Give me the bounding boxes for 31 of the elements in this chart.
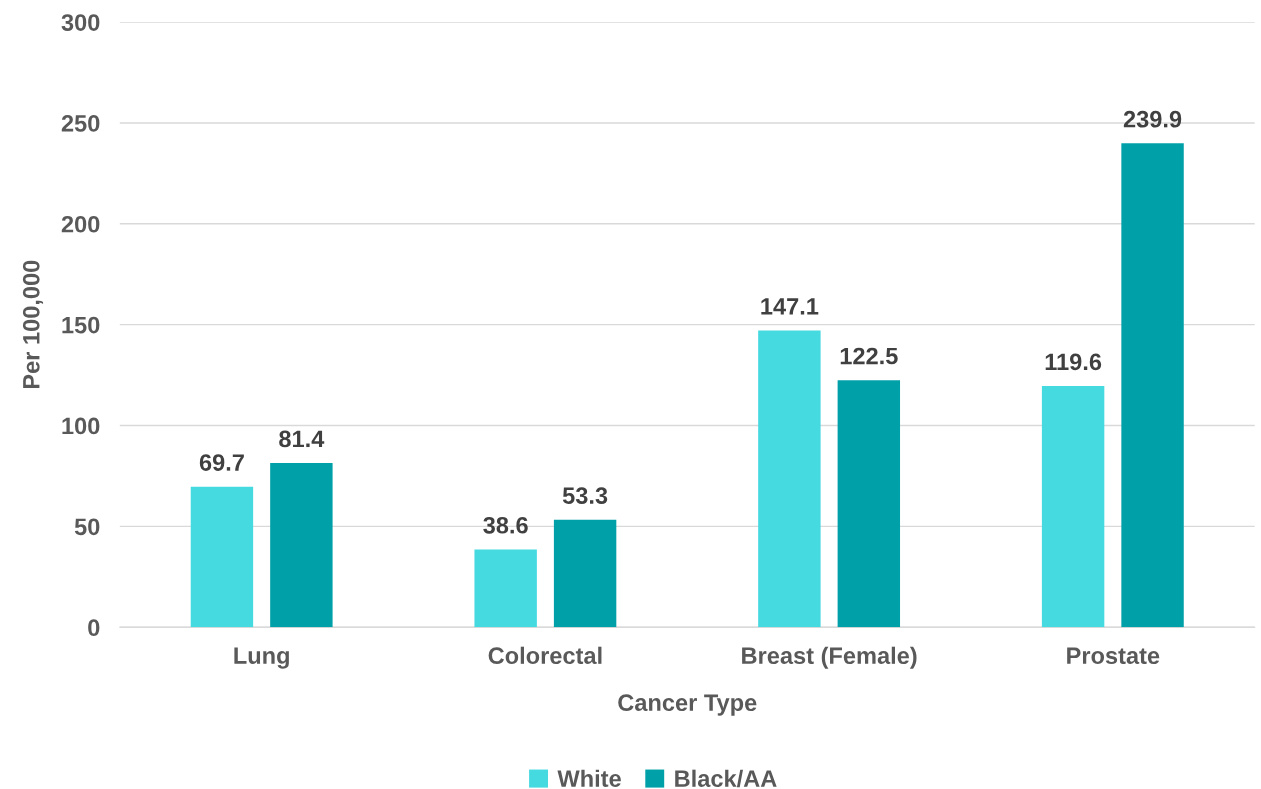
legend-label: Black/AA — [675, 769, 777, 788]
x-tick-label: Prostate — [1067, 647, 1160, 665]
bar — [758, 330, 821, 628]
data-label: 122.5 — [840, 347, 898, 365]
bar — [474, 549, 537, 628]
bar — [837, 380, 901, 628]
data-label: 239.9 — [1123, 110, 1182, 128]
bar — [1121, 143, 1184, 628]
data-label: 119.6 — [1045, 353, 1102, 371]
data-label: 69.7 — [199, 454, 244, 471]
x-tick-label: Colorectal — [488, 646, 602, 665]
y-tick-label: 150 — [62, 316, 100, 334]
y-tick-label: 0 — [88, 619, 100, 637]
bar — [1041, 386, 1105, 628]
y-axis-title: Per 100,000 — [22, 260, 44, 389]
y-tick-label: 300 — [61, 14, 100, 31]
bar — [553, 519, 617, 628]
y-tick-label: 250 — [61, 115, 100, 132]
data-label: 147.1 — [761, 298, 819, 315]
x-tick-label: Breast (Female) — [742, 646, 917, 669]
bar — [270, 463, 333, 628]
bar — [190, 486, 254, 628]
y-tick-label: 200 — [61, 215, 100, 233]
y-tick-label: 50 — [74, 518, 100, 536]
x-axis-title: Cancer Type — [618, 694, 757, 716]
x-tick-label: Lung — [234, 647, 289, 669]
data-label: 81.4 — [279, 430, 325, 448]
data-label: 53.3 — [562, 487, 608, 504]
y-tick-label: 100 — [62, 417, 100, 435]
legend-label: White — [557, 769, 621, 788]
data-label: 38.6 — [483, 516, 528, 534]
